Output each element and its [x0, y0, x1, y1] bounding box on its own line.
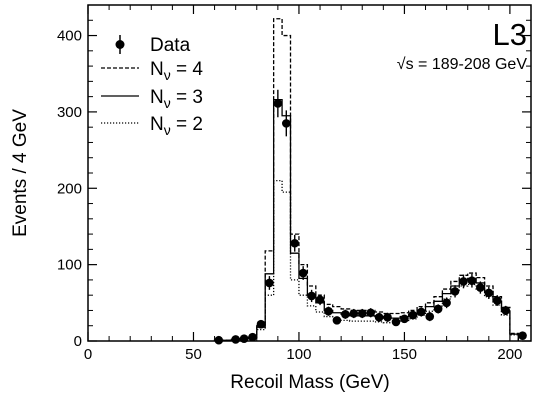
data-point-6 [273, 99, 283, 108]
x-tick-label-3: 150 [392, 346, 417, 363]
legend-nv3-suffix: = 3 [171, 87, 203, 108]
legend-nv4-suffix: = 4 [171, 59, 204, 80]
data-point-29 [467, 276, 477, 285]
legend-nv3-main: N [150, 87, 164, 108]
energy-label-group: √s = 189-208 GeV [397, 56, 528, 73]
legend-data-marker [115, 40, 125, 49]
axis-ticks: 0 50 100 150 200 0 100 200 300 400 [57, 4, 532, 363]
data-point-24 [425, 312, 435, 321]
legend: Data Nν = 4 Nν = 3 Nν = 2 [101, 35, 203, 138]
data-point-17 [366, 308, 375, 318]
legend-label-nv4: Nν = 4 [150, 59, 203, 83]
data-point-26 [442, 298, 451, 308]
data-point-5 [265, 278, 274, 288]
data-point-4 [256, 319, 266, 329]
data-point-25 [433, 304, 443, 314]
legend-nv2-sub: ν [164, 122, 171, 138]
x-tick-label-2: 100 [286, 346, 311, 363]
data-point-33 [501, 306, 510, 315]
data-point-8 [290, 238, 300, 248]
legend-label-data: Data [150, 35, 191, 56]
legend-label-nv3: Nν = 3 [150, 87, 203, 111]
data-point-16 [357, 309, 367, 318]
y-tick-label-2: 200 [57, 180, 82, 197]
data-point-21 [400, 314, 409, 324]
legend-nv4-sub: ν [164, 67, 171, 83]
x-tick-label-4: 200 [497, 346, 522, 363]
x-axis-label: Recoil Mass (GeV) [230, 372, 389, 393]
data-point-0 [214, 335, 224, 345]
data-point-20 [391, 317, 401, 327]
x-tick-label-0: 0 [84, 346, 92, 363]
data-point-19 [383, 313, 392, 322]
data-point-32 [492, 296, 502, 305]
data-point-10 [307, 291, 316, 301]
experiment-label: L3 [493, 17, 527, 52]
histogram-series-1 [213, 99, 519, 341]
energy-label: √s = 189-208 GeV [397, 56, 528, 73]
data-point-31 [484, 288, 494, 298]
data-point-22 [408, 310, 418, 320]
y-tick-label-3: 300 [57, 104, 82, 121]
data-point-2 [239, 334, 249, 344]
legend-entry-nv2: Nν = 2 [101, 114, 203, 138]
data-point-14 [341, 309, 350, 319]
data-point-11 [315, 295, 325, 305]
data-point-3 [248, 332, 257, 342]
data-point-34 [518, 331, 527, 340]
x-tick-label-1: 50 [185, 346, 202, 363]
legend-nv4-main: N [150, 59, 164, 80]
data-point-12 [324, 306, 333, 316]
legend-entry-nv3: Nν = 3 [101, 87, 203, 111]
legend-entry-nv4: Nν = 4 [101, 59, 203, 83]
data-point-23 [417, 307, 426, 317]
data-point-15 [349, 309, 359, 318]
data-point-13 [332, 316, 342, 325]
data-point-28 [459, 277, 468, 286]
y-tick-label-1: 100 [57, 257, 82, 274]
y-axis-label: Events / 4 GeV [10, 109, 31, 237]
data-point-27 [450, 287, 460, 296]
y-tick-label-4: 400 [57, 28, 82, 45]
histogram-series-2 [213, 179, 519, 341]
data-point-7 [281, 119, 291, 128]
data-point-18 [374, 313, 384, 322]
data-point-9 [298, 268, 308, 278]
data-point-30 [476, 283, 485, 292]
legend-label-nv2: Nν = 2 [150, 114, 203, 138]
legend-nv2-main: N [150, 114, 164, 135]
legend-nv3-sub: ν [164, 95, 171, 111]
legend-nv2-suffix: = 2 [171, 114, 203, 135]
y-tick-label-0: 0 [74, 333, 82, 350]
data-points-layer [214, 89, 527, 345]
legend-entry-data: Data [115, 35, 191, 56]
